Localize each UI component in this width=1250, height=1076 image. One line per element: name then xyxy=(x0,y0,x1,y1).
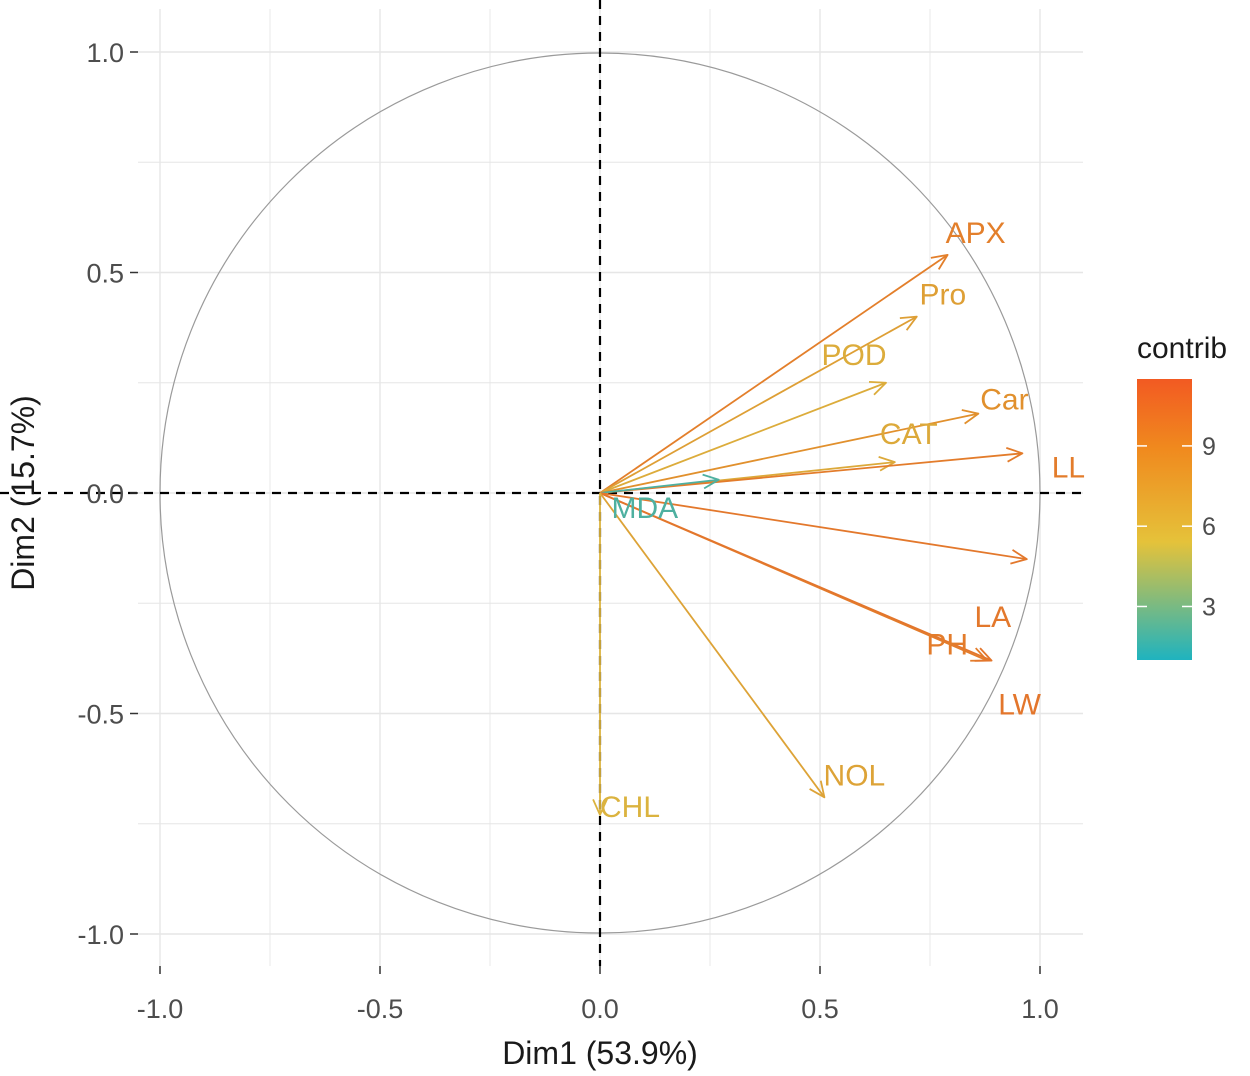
arrow-head-cat xyxy=(878,455,896,472)
label-nol: NOL xyxy=(824,759,886,792)
legend-tick-label: 3 xyxy=(1202,593,1216,621)
arrow-head-chl xyxy=(592,799,608,816)
y-tick-label: -0.5 xyxy=(77,700,124,730)
label-cat: CAT xyxy=(880,418,938,451)
axis-ticks: -1.0 -0.5 0.0 0.5 1.0 -1.0 -0.5 0.0 0.5 1.0 xyxy=(77,38,1058,1024)
x-tick-label: 1.0 xyxy=(1021,994,1059,1024)
legend-tick-label: 9 xyxy=(1202,433,1216,461)
label-apx: APX xyxy=(946,217,1006,250)
arrow-head-pod xyxy=(868,380,887,396)
y-axis-title: Dim2 (15.7%) xyxy=(5,395,41,591)
legend-colorbar xyxy=(1137,379,1192,660)
label-pod: POD xyxy=(821,339,886,372)
x-tick-label: 0.5 xyxy=(801,994,839,1024)
arrow-head-mda xyxy=(702,473,720,490)
arrow-pro xyxy=(599,315,918,494)
arrow-head-apx xyxy=(930,253,949,270)
legend-ticks: 3 6 9 xyxy=(1137,433,1216,621)
label-mda: MDA xyxy=(611,492,678,525)
arrow-mda xyxy=(599,478,719,494)
zero-lines xyxy=(0,0,1083,966)
arrow-lw xyxy=(599,492,992,662)
arrow-nol xyxy=(599,492,826,798)
legend-title: contrib xyxy=(1137,332,1227,365)
arrow-ll xyxy=(599,452,1023,494)
label-car: Car xyxy=(980,384,1028,417)
label-pro: Pro xyxy=(919,279,966,312)
x-tick-label: -0.5 xyxy=(357,994,404,1024)
arrow-pod xyxy=(599,381,887,494)
arrow-head-nol xyxy=(809,780,826,799)
x-axis-title: Dim1 (53.9%) xyxy=(502,1035,698,1071)
x-tick-label: -1.0 xyxy=(137,994,184,1024)
label-la: LA xyxy=(974,601,1011,634)
arrow-la xyxy=(599,492,1027,561)
legend: contrib 3 6 9 xyxy=(1137,332,1227,660)
legend-tick-label: 6 xyxy=(1202,513,1216,541)
y-tick-label: 1.0 xyxy=(86,38,124,68)
y-tick-label: 0.5 xyxy=(86,259,124,289)
arrow-apx xyxy=(599,254,949,494)
y-tick-label: 0.0 xyxy=(86,479,124,509)
arrow-head-lw xyxy=(974,647,993,662)
arrow-head-ll xyxy=(1006,447,1024,463)
label-ph: PH xyxy=(926,629,968,662)
label-chl: CHL xyxy=(600,791,660,824)
variable-arrows xyxy=(592,253,1028,816)
arrow-head-la xyxy=(1010,549,1028,565)
arrow-head-pro xyxy=(899,315,918,331)
x-tick-label: 0.0 xyxy=(581,994,619,1024)
arrow-car xyxy=(599,412,979,494)
label-ll: LL xyxy=(1052,451,1085,484)
y-tick-label: -1.0 xyxy=(77,920,124,950)
arrow-head-car xyxy=(961,409,980,425)
label-lw: LW xyxy=(998,689,1041,722)
